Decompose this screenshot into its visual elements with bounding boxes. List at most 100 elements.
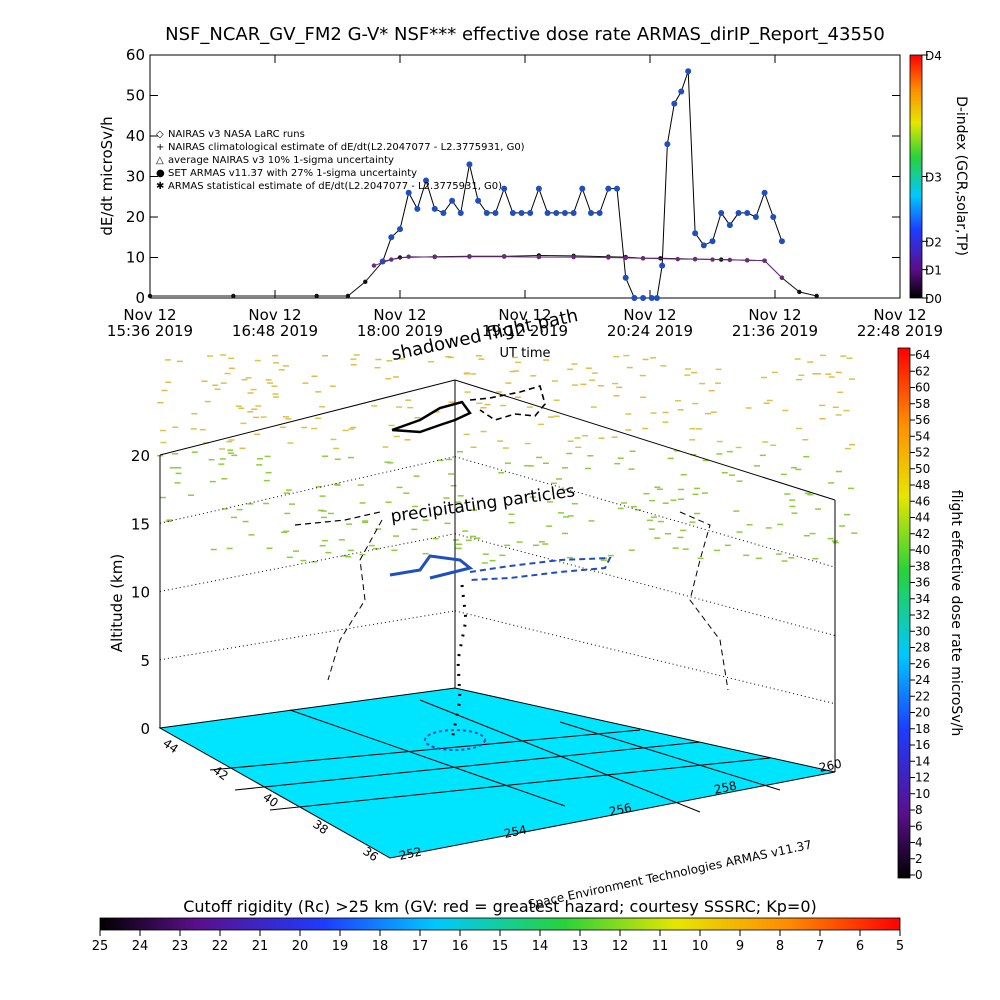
data-point: [561, 209, 568, 216]
altitude-grid: [159, 456, 456, 524]
x-tick-date: Nov 12: [248, 306, 301, 324]
dose-tick-label: 64: [915, 348, 930, 362]
cutoff-tick-label: 16: [452, 939, 469, 954]
altitude-tick-label: 20: [131, 447, 150, 465]
data-point: [432, 254, 437, 260]
data-point: [579, 185, 586, 192]
data-point: [605, 185, 612, 192]
x-tick-date: Nov 12: [873, 306, 926, 324]
altitude-label: Altitude (km): [108, 554, 126, 652]
altitude-tick-label: 0: [140, 720, 150, 738]
d-tick-label: D1: [925, 264, 942, 278]
data-point: [778, 238, 785, 245]
x-tick-time: 18:00 2019: [357, 322, 443, 340]
cutoff-colorbar: [99, 917, 901, 931]
altitude-grid: [454, 456, 836, 568]
cutoff-tick-label: 6: [856, 939, 864, 954]
legend-entry: NAIRAS v3 NASA LaRC runs: [168, 129, 305, 140]
data-point: [631, 295, 638, 301]
data-point: [483, 209, 490, 216]
dose-tick-label: 20: [915, 706, 930, 720]
cutoff-tick-label: 17: [412, 939, 429, 954]
cutoff-tick-label: 24: [132, 939, 149, 954]
grid-line: [419, 699, 701, 813]
cutoff-tick-label: 5: [896, 939, 904, 954]
ground-plane: [158, 687, 836, 859]
dose-tick-label: 4: [915, 836, 923, 850]
box-edge: [454, 379, 836, 501]
data-point: [231, 293, 236, 299]
y-tick-label: 60: [126, 46, 145, 64]
dose-tick-label: 38: [915, 559, 930, 573]
dose-tick-label: 6: [915, 819, 923, 833]
data-point: [371, 263, 377, 268]
data-point: [571, 254, 576, 260]
x-tick-date: Nov 12: [498, 306, 551, 324]
dose-tick-label: 16: [915, 738, 930, 752]
x-tick-time: 15:36 2019: [107, 322, 193, 340]
y-tick-label: 10: [126, 249, 145, 267]
data-point: [314, 293, 319, 299]
data-point: [744, 209, 751, 216]
dose-tick-label: 36: [915, 576, 930, 590]
altitude-grid: [454, 610, 836, 705]
path-shadow-left: [294, 511, 381, 526]
data-point: [700, 242, 707, 249]
y-tick-label: 0: [135, 289, 145, 307]
data-point: [492, 209, 499, 216]
dose-tick-label: 26: [915, 657, 930, 671]
x-axis-label: UT time: [500, 346, 551, 361]
annotation-particles: precipitating particles: [389, 481, 576, 527]
dose-tick-label: 42: [915, 527, 930, 541]
data-point: [726, 222, 733, 229]
longitude-tick-label: 258: [713, 778, 738, 796]
dose-tick-label: 18: [915, 722, 930, 736]
series-line: [150, 254, 817, 297]
x-tick-date: Nov 12: [623, 306, 676, 324]
longitude-tick-label: 254: [503, 822, 528, 840]
x-tick-time: 22:48 2019: [857, 322, 943, 340]
data-point: [501, 185, 508, 192]
legend: ◇ NAIRAS v3 NASA LaRC runs + NAIRAS climato…: [156, 129, 525, 192]
legend-entry: NAIRAS climatological estimate of dE/dt(…: [168, 142, 525, 153]
altitude-tick-label: 5: [140, 652, 150, 670]
d-tick-label: D3: [925, 171, 942, 185]
cutoff-tick-label: 19: [332, 939, 349, 954]
path-ground-loop: [424, 729, 486, 751]
data-point: [518, 209, 525, 216]
dose-tick-label: 0: [915, 868, 923, 882]
data-point: [745, 258, 750, 263]
data-point: [640, 256, 646, 261]
cutoff-tick-label: 22: [212, 939, 229, 954]
data-point: [761, 189, 768, 196]
grid-line: [234, 741, 701, 791]
dose-tick-label: 30: [915, 624, 930, 638]
dose-tick-label: 24: [915, 673, 930, 687]
data-point: [762, 258, 767, 263]
grid-line: [559, 721, 781, 791]
dose-tick-label: 28: [915, 641, 930, 655]
dose-tick-label: 62: [915, 364, 930, 378]
grid-line: [269, 757, 771, 811]
data-point: [614, 185, 621, 192]
dose-colorbar-label: flight effective dose rate microSv/h: [948, 490, 964, 736]
data-point: [466, 161, 473, 168]
data-point: [779, 275, 785, 280]
data-point: [570, 209, 577, 216]
x-tick-date: Nov 12: [748, 306, 801, 324]
x-tick-time: 19:12 2019: [482, 322, 568, 340]
longitude-tick-label: 252: [398, 844, 423, 862]
altitude-grid: [159, 533, 456, 592]
data-point: [623, 255, 628, 261]
d-tick-label: D2: [925, 235, 942, 249]
data-point: [692, 230, 699, 237]
data-point: [797, 289, 802, 295]
data-point: [535, 185, 542, 192]
dose-tick-label: 56: [915, 413, 930, 427]
path-mid: [389, 554, 474, 580]
y-axis-label: dE/dt microSv/h: [98, 116, 116, 235]
data-point: [544, 209, 551, 216]
